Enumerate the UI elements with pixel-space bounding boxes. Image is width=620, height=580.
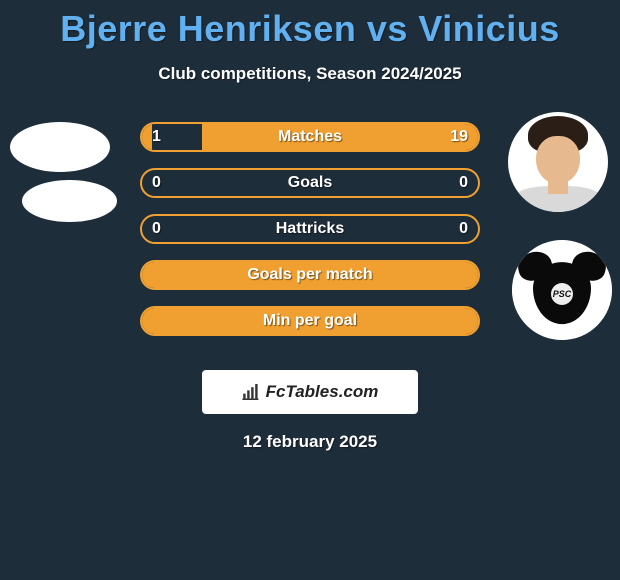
stat-label: Matches	[142, 124, 478, 150]
comparison-bars: 1 Matches 19 0 Goals 0 0 Hattricks 0 Goa…	[140, 122, 480, 352]
club-badge-text: PSC	[553, 289, 572, 299]
stat-label: Goals	[142, 170, 478, 196]
stat-value-right: 0	[459, 216, 468, 242]
stat-row: 1 Matches 19	[140, 122, 480, 152]
comparison-date: 12 february 2025	[0, 432, 620, 452]
page-title: Bjerre Henriksen vs Vinicius	[0, 0, 620, 50]
stat-value-right: 19	[450, 124, 468, 150]
branding-label: FcTables.com	[266, 382, 379, 402]
subtitle: Club competitions, Season 2024/2025	[0, 64, 620, 84]
player-left-avatar-placeholder-2	[22, 180, 117, 222]
stat-label: Hattricks	[142, 216, 478, 242]
stat-row: Goals per match	[140, 260, 480, 290]
player-right-avatar	[508, 112, 608, 212]
comparison-content: PSC 1 Matches 19 0 Goals 0 0 Hattricks 0	[0, 122, 620, 362]
stat-label: Goals per match	[142, 262, 478, 288]
player-left-avatar-placeholder-1	[10, 122, 110, 172]
stat-row: 0 Goals 0	[140, 168, 480, 198]
stat-row: Min per goal	[140, 306, 480, 336]
stat-label: Min per goal	[142, 308, 478, 334]
stat-value-right: 0	[459, 170, 468, 196]
stat-row: 0 Hattricks 0	[140, 214, 480, 244]
chart-icon	[242, 384, 262, 400]
branding-box: FcTables.com	[202, 370, 418, 414]
player-right-club-badge: PSC	[512, 240, 612, 340]
